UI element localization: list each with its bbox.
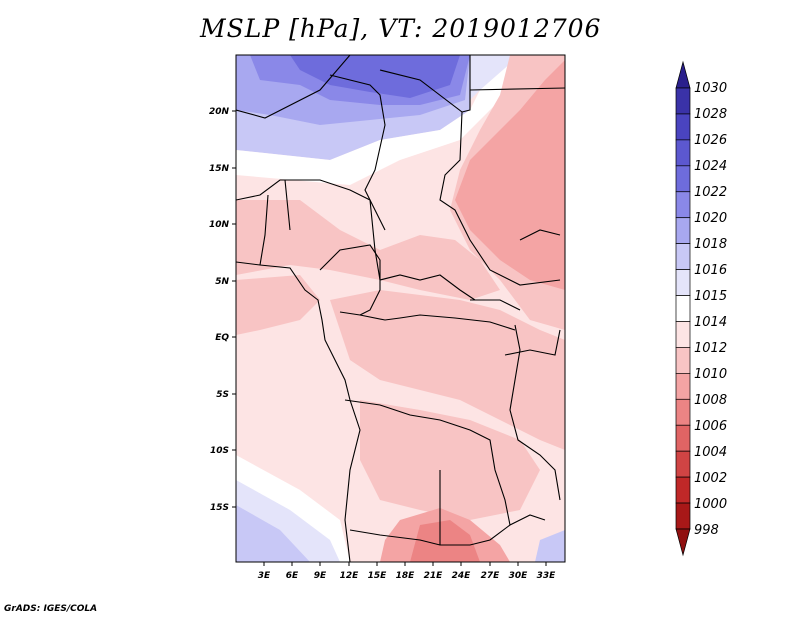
colorbar-label: 1018 [694, 237, 727, 252]
colorbar-swatch [675, 321, 691, 348]
x-tick-label: 3E [258, 571, 271, 581]
colorbar-swatch [675, 398, 691, 426]
colorbar-swatch [675, 243, 691, 270]
x-tick-label: 9E [314, 571, 327, 581]
y-tick-label: 15S [210, 503, 229, 513]
x-tick-labels: 3E 6E 9E 12E 15E 18E 21E 24E 27E 30E 33E [258, 571, 556, 581]
colorbar-swatch [675, 347, 691, 374]
colorbar-label: 1024 [694, 159, 727, 174]
map-frame [235, 54, 566, 563]
colorbar-label: 1004 [694, 445, 727, 460]
y-tick-label: 10S [210, 446, 229, 456]
colorbar-label: 1008 [694, 393, 727, 408]
colorbar-label: 1002 [694, 471, 727, 486]
colorbar-swatch [675, 139, 691, 167]
colorbar-swatch [675, 373, 691, 400]
colorbar-label: 1015 [694, 289, 727, 304]
colorbar-swatch [675, 424, 691, 452]
x-tick-label: 27E [481, 571, 501, 581]
grads-credit: GrADS: IGES/COLA [4, 604, 98, 614]
colorbar-label: 1022 [694, 185, 727, 200]
pressure-field [236, 55, 565, 562]
y-tick-labels: 20N 15N 10N 5N EQ 5S 10S 15S [209, 107, 230, 513]
colorbar-label: 1016 [694, 263, 727, 278]
colorbar-swatch [675, 528, 691, 557]
colorbar-swatch [675, 165, 691, 193]
colorbar-swatch [675, 269, 691, 296]
colorbar-label: 1012 [694, 341, 727, 356]
colorbar-swatch [675, 191, 691, 219]
colorbar-label: 1026 [694, 133, 727, 148]
x-axis [263, 562, 547, 566]
x-tick-label: 30E [509, 571, 529, 581]
colorbar-swatch [675, 295, 691, 322]
y-tick-label: 5N [215, 277, 229, 287]
y-tick-label: 20N [209, 107, 230, 117]
x-tick-label: 33E [537, 571, 557, 581]
y-axis [232, 110, 236, 508]
y-tick-label: EQ [215, 333, 229, 343]
colorbar-labels: 1030 1028 1026 1024 1022 1020 1018 1016 … [694, 81, 727, 538]
x-tick-label: 12E [340, 571, 360, 581]
colorbar-swatch [675, 450, 691, 478]
x-tick-label: 21E [424, 571, 444, 581]
colorbar-swatch [675, 476, 691, 504]
colorbar-swatch [675, 87, 691, 115]
colorbar-label: 1006 [694, 419, 727, 434]
colorbar-label: 1028 [694, 107, 727, 122]
colorbar-label: 1000 [694, 497, 727, 512]
colorbar-swatch [675, 60, 691, 89]
map-title: MSLP [hPa], VT: 2019012706 [200, 14, 602, 43]
x-tick-label: 24E [452, 571, 472, 581]
colorbar-label: 998 [694, 523, 719, 538]
colorbar-swatch [675, 113, 691, 141]
y-tick-label: 5S [216, 390, 229, 400]
colorbar [675, 60, 691, 557]
colorbar-swatch [675, 502, 691, 530]
colorbar-swatch [675, 217, 691, 244]
colorbar-label: 1010 [694, 367, 727, 382]
colorbar-label: 1020 [694, 211, 727, 226]
y-tick-label: 10N [209, 220, 230, 230]
colorbar-label: 1014 [694, 315, 727, 330]
x-tick-label: 18E [396, 571, 416, 581]
x-tick-label: 6E [286, 571, 299, 581]
y-tick-label: 15N [209, 164, 230, 174]
colorbar-label: 1030 [694, 81, 727, 96]
x-tick-label: 15E [368, 571, 388, 581]
